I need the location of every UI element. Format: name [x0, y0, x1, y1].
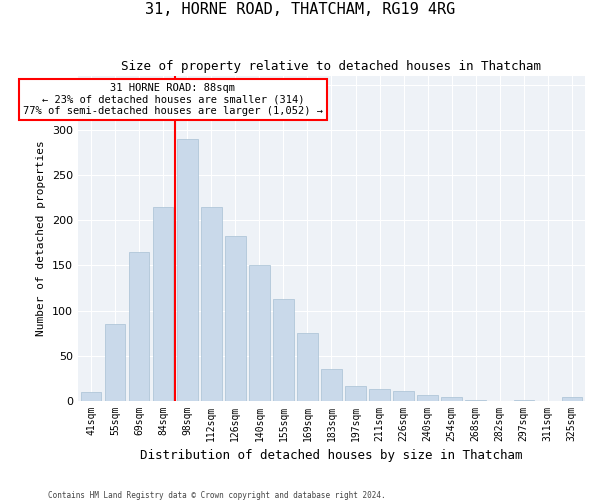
Bar [201, 206, 221, 401]
Bar [345, 386, 366, 401]
Bar [153, 206, 173, 401]
Y-axis label: Number of detached properties: Number of detached properties [37, 140, 46, 336]
Bar [418, 394, 438, 401]
Bar [249, 266, 269, 401]
Bar [394, 391, 414, 401]
Bar [105, 324, 125, 401]
Bar [297, 333, 317, 401]
Bar [225, 236, 245, 401]
Bar [514, 400, 534, 401]
Bar [466, 400, 486, 401]
Title: Size of property relative to detached houses in Thatcham: Size of property relative to detached ho… [121, 60, 541, 73]
Text: 31 HORNE ROAD: 88sqm
← 23% of detached houses are smaller (314)
77% of semi-deta: 31 HORNE ROAD: 88sqm ← 23% of detached h… [23, 83, 323, 116]
Bar [273, 299, 293, 401]
Text: Contains HM Land Registry data © Crown copyright and database right 2024.: Contains HM Land Registry data © Crown c… [48, 490, 386, 500]
Bar [562, 398, 582, 401]
Bar [81, 392, 101, 401]
Bar [129, 252, 149, 401]
Bar [442, 398, 462, 401]
X-axis label: Distribution of detached houses by size in Thatcham: Distribution of detached houses by size … [140, 450, 523, 462]
Bar [177, 139, 197, 401]
Bar [321, 370, 341, 401]
Text: 31, HORNE ROAD, THATCHAM, RG19 4RG: 31, HORNE ROAD, THATCHAM, RG19 4RG [145, 2, 455, 18]
Bar [370, 390, 390, 401]
